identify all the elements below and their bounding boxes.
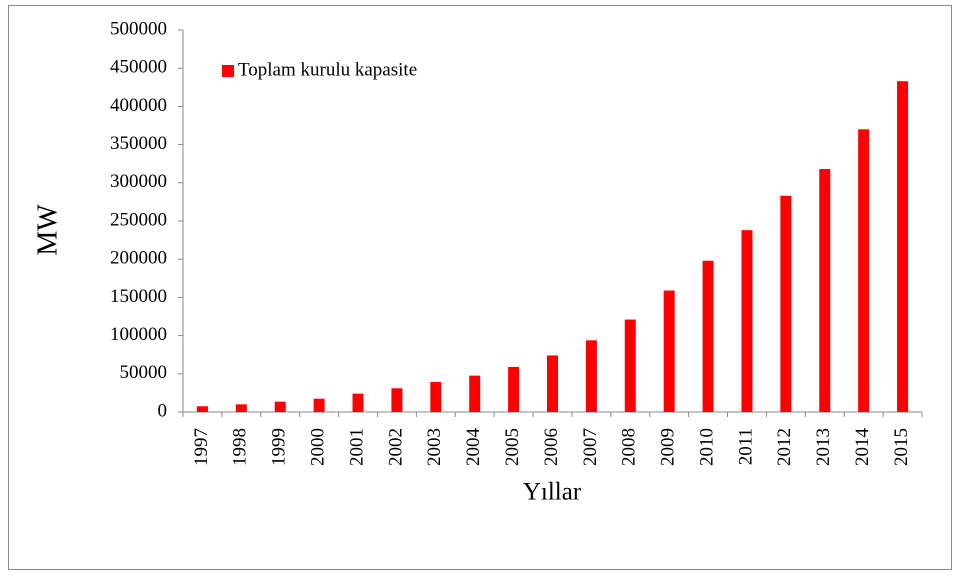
x-tick-label: 2010 bbox=[696, 428, 717, 466]
bar bbox=[274, 401, 286, 412]
bar bbox=[780, 195, 792, 412]
x-tick-label: 2009 bbox=[658, 428, 679, 466]
bar bbox=[819, 169, 831, 412]
bar bbox=[663, 290, 675, 412]
bar bbox=[235, 404, 247, 412]
x-tick-label: 2014 bbox=[852, 428, 873, 467]
bar bbox=[547, 355, 558, 412]
bar bbox=[469, 375, 481, 412]
x-tick-label: 2002 bbox=[385, 428, 406, 466]
x-tick-label: 2003 bbox=[424, 428, 445, 466]
x-tick-label: 2011 bbox=[735, 428, 756, 465]
legend-swatch bbox=[222, 65, 234, 77]
x-tick-label: 2012 bbox=[774, 428, 795, 466]
bar bbox=[196, 406, 208, 412]
x-tick-label: 2006 bbox=[541, 428, 562, 466]
legend-label: Toplam kurulu kapasite bbox=[238, 59, 417, 80]
bar bbox=[313, 398, 325, 412]
x-tick-label: 1997 bbox=[191, 428, 212, 466]
x-tick-label: 2015 bbox=[891, 428, 912, 466]
bar bbox=[897, 81, 909, 413]
y-tick-label: 50000 bbox=[120, 362, 168, 383]
bar bbox=[624, 319, 636, 412]
x-tick-label: 2013 bbox=[813, 428, 834, 466]
y-tick-label: 400000 bbox=[110, 95, 167, 116]
x-tick-label: 2001 bbox=[346, 428, 367, 466]
y-tick-label: 450000 bbox=[110, 57, 167, 78]
y-tick-label: 250000 bbox=[110, 209, 167, 230]
x-axis-label: Yıllar bbox=[523, 479, 582, 506]
y-tick-label: 500000 bbox=[110, 18, 167, 39]
y-axis-label: MW bbox=[32, 204, 63, 256]
y-tick-label: 350000 bbox=[110, 133, 167, 154]
bar bbox=[585, 340, 597, 412]
y-tick-label: 200000 bbox=[110, 248, 167, 269]
y-tick-label: 100000 bbox=[110, 324, 167, 345]
x-tick-label: 1998 bbox=[230, 428, 251, 466]
y-tick-label: 150000 bbox=[110, 286, 167, 307]
bar bbox=[508, 366, 520, 412]
bar bbox=[352, 393, 364, 412]
bar bbox=[858, 129, 870, 412]
x-tick-label: 2007 bbox=[580, 428, 601, 466]
bar bbox=[702, 260, 714, 412]
x-tick-label: 2005 bbox=[502, 428, 523, 466]
chart-frame bbox=[8, 5, 952, 570]
x-tick-label: 2004 bbox=[463, 428, 484, 467]
bar bbox=[741, 230, 753, 412]
bar bbox=[430, 381, 442, 412]
x-tick-label: 1999 bbox=[269, 428, 290, 466]
bar bbox=[391, 388, 403, 412]
x-tick-label: 2000 bbox=[307, 428, 328, 466]
x-tick-label: 2008 bbox=[619, 428, 640, 466]
y-tick-label: 0 bbox=[158, 400, 168, 421]
y-tick-label: 300000 bbox=[110, 171, 167, 192]
